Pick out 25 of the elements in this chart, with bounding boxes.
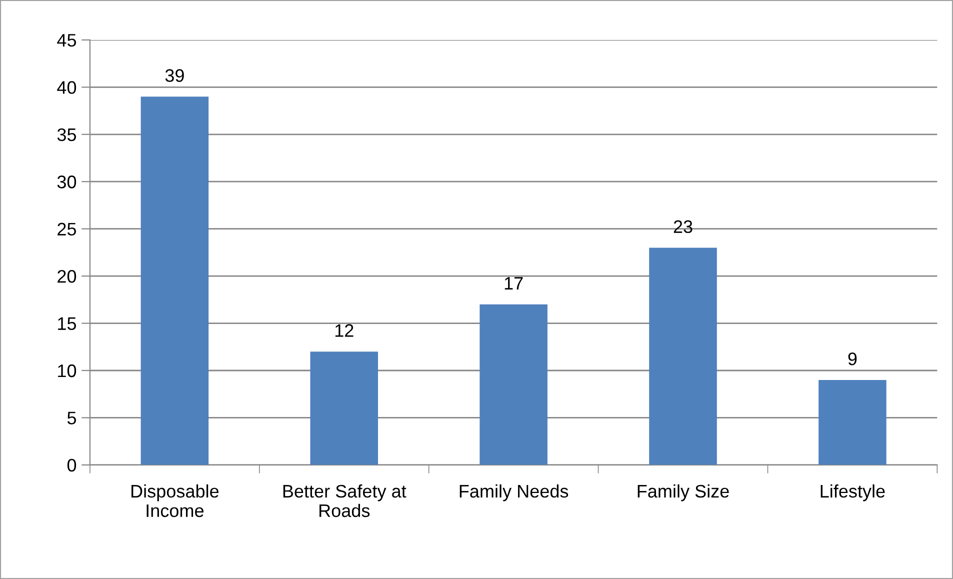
bar [649,248,717,465]
bar [310,352,378,465]
y-tick-label: 5 [67,412,76,424]
bar [818,380,886,465]
x-tick-label: Family Needs [460,484,568,502]
x-tick-label: Better Safety at Roads [283,484,406,518]
data-label: 23 [674,220,692,234]
bar [480,304,548,465]
data-label: 39 [165,69,184,82]
y-tick-label: 40 [57,81,76,94]
y-tick-label: 10 [58,364,76,378]
x-tick-label: Family Size [638,484,729,502]
y-tick-label: 35 [57,128,76,142]
y-tick-label: 20 [58,270,76,283]
bar [140,96,209,465]
data-label: 17 [504,277,523,290]
data-label: 12 [335,324,354,337]
y-tick-label: 45 [57,34,76,47]
x-tick-label: Disposable Income [132,484,219,518]
y-tick-label: 25 [58,222,76,236]
data-label: 9 [848,352,857,366]
y-tick-label: 30 [57,176,76,188]
x-tick-label: Lifestyle [820,484,885,502]
y-tick-label: 15 [58,317,76,330]
y-tick-label: 0 [67,458,76,472]
